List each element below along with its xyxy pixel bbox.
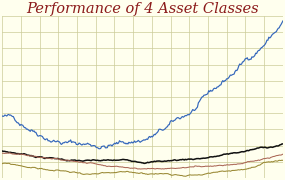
Title: Performance of 4 Asset Classes: Performance of 4 Asset Classes (26, 2, 259, 16)
